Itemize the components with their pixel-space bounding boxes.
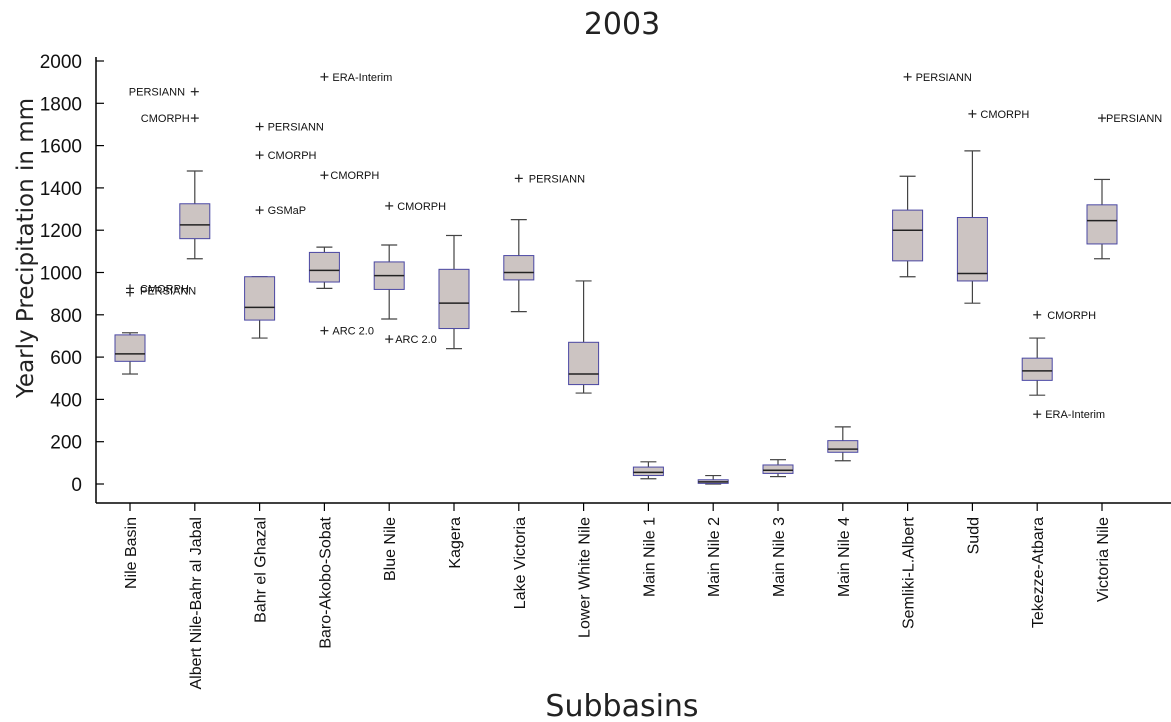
x-tick-label: Lake Victoria — [512, 517, 529, 609]
box-baro-akobo-sobat: ERA-Interim CMORPH ARC 2.0 — [308, 72, 392, 338]
box-lake-victoria: PERSIANN — [503, 173, 585, 313]
outlier-label: PERSIANN — [140, 286, 196, 298]
outlier-label: GSMaP — [268, 205, 307, 217]
x-tick-label: Blue Nile — [382, 517, 399, 581]
x-tick-labels: Nile Basin Albert Nile-Bahr al Jabal Bahr … — [123, 503, 1112, 690]
box-iqr — [1086, 204, 1118, 245]
outlier-label: PERSIANN — [129, 87, 185, 99]
outlier-label: ERA-Interim — [332, 72, 392, 84]
outlier-point: ERA-Interim — [1033, 409, 1105, 421]
outlier-label: CMORPH — [397, 201, 446, 213]
outlier-label: PERSIANN — [916, 72, 972, 84]
chart-title: 2003 — [584, 7, 660, 42]
box-victoria-nile: PERSIANN — [1086, 113, 1162, 260]
outlier-point: ARC 2.0 — [385, 334, 437, 346]
box-iqr — [438, 268, 470, 330]
box-main-nile-1 — [632, 461, 664, 480]
box-iqr — [762, 464, 794, 474]
outlier-point: CMORPH — [255, 150, 317, 162]
y-tick-label: 1800 — [40, 94, 82, 115]
x-tick-label: Main Nile 2 — [706, 517, 723, 597]
box-kagera — [438, 234, 470, 350]
box-iqr — [956, 217, 988, 282]
box-iqr — [1021, 357, 1053, 381]
y-tick-label: 0 — [71, 475, 82, 496]
y-tick-label: 1000 — [40, 264, 82, 285]
x-tick-label: Bahr el Ghazal — [253, 517, 270, 623]
box-bahr-el-ghazal: PERSIANN CMORPH GSMaP — [244, 122, 324, 339]
y-tick-label: 1200 — [40, 221, 82, 242]
box-main-nile-2 — [697, 474, 729, 485]
x-tick-label: Semliki-L.Albert — [901, 516, 918, 629]
x-tick-label: Albert Nile-Bahr al Jabal — [188, 517, 205, 690]
box-main-nile-4 — [827, 426, 859, 462]
outlier-label: PERSIANN — [529, 173, 585, 185]
x-tick-label: Kagera — [447, 517, 464, 569]
x-tick-label: Tekezze-Atbara — [1030, 517, 1047, 628]
outlier-point: CMORPH — [968, 109, 1029, 121]
box-iqr — [827, 440, 859, 453]
y-tick-label: 600 — [50, 348, 82, 369]
box-sudd: CMORPH — [956, 109, 1029, 304]
outlier-point: CMORPH — [320, 170, 379, 182]
outlier-label: CMORPH — [140, 283, 189, 295]
outlier-label: CMORPH — [268, 150, 317, 162]
outlier-label: PERSIANN — [1106, 113, 1162, 125]
outlier-label: PERSIANN — [268, 122, 324, 134]
outlier-point: PERSIANN — [514, 173, 585, 185]
box-blue-nile: CMORPH ARC 2.0 — [373, 201, 446, 346]
y-tick-label: 1400 — [40, 179, 82, 200]
box-iqr — [892, 209, 924, 262]
outlier-label: CMORPH — [330, 170, 379, 182]
box-main-nile-3 — [762, 459, 794, 478]
box-iqr — [568, 341, 600, 386]
y-tick-label: 2000 — [40, 52, 82, 73]
x-tick-label: Victoria Nile — [1095, 517, 1112, 602]
box-tekezze-atbara: CMORPH ERA-Interim — [1021, 310, 1105, 421]
outlier-point: ARC 2.0 — [320, 326, 374, 338]
outlier-point: CMORPH — [141, 113, 199, 125]
x-tick-label: Lower White Nile — [577, 517, 594, 638]
outlier-label: CMORPH — [141, 113, 190, 125]
outlier-point: CMORPH — [1033, 310, 1096, 322]
box-iqr — [114, 334, 146, 362]
y-tick-label: 1600 — [40, 137, 82, 158]
box-iqr — [244, 276, 276, 321]
outlier-point: PERSIANN — [903, 72, 972, 84]
box-iqr — [632, 466, 664, 477]
outlier-point: PERSIANN — [129, 87, 199, 99]
outlier-point: ERA-Interim — [320, 72, 392, 84]
x-axis-label: Subbasins — [545, 689, 698, 722]
outlier-label: CMORPH — [980, 109, 1029, 121]
outlier-point: PERSIANN — [1098, 113, 1162, 125]
box-iqr — [179, 203, 211, 240]
box-iqr — [503, 255, 535, 281]
x-tick-label: Main Nile 4 — [836, 517, 853, 597]
box-series: CMORPHPERSIANNPERSIANNCMORPHPERSIANNCMOR… — [114, 72, 1162, 485]
box-iqr — [308, 251, 340, 283]
x-tick-label: Main Nile 1 — [641, 517, 658, 597]
axes: 0 200 400 600 800 1000 1200 1400 1600 1800 2000 — [40, 52, 1171, 504]
y-tick-label: 800 — [50, 306, 82, 327]
outlier-label: ARC 2.0 — [395, 334, 437, 346]
box-albert-nile-bahr-al-jabal: PERSIANN CMORPH — [129, 87, 211, 260]
outlier-point: GSMaP — [255, 205, 307, 217]
y-tick-label: 400 — [50, 390, 82, 411]
outlier-point: PERSIANN — [126, 286, 196, 298]
x-tick-label: Baro-Akobo-Sobat — [317, 516, 334, 648]
x-tick-label: Main Nile 3 — [771, 517, 788, 597]
outlier-label: ARC 2.0 — [332, 326, 374, 338]
box-lower-white-nile — [568, 280, 600, 394]
y-tick-label: 200 — [50, 433, 82, 454]
outlier-label: CMORPH — [1047, 310, 1096, 322]
box-semliki-l-albert: PERSIANN — [892, 72, 972, 278]
outlier-label: ERA-Interim — [1045, 409, 1105, 421]
y-axis-label: Yearly Precipitation in mm — [13, 98, 39, 399]
x-tick-label: Nile Basin — [123, 517, 140, 589]
outlier-point: PERSIANN — [255, 122, 324, 134]
outlier-point: CMORPH — [385, 201, 446, 213]
x-tick-label: Sudd — [965, 517, 982, 554]
